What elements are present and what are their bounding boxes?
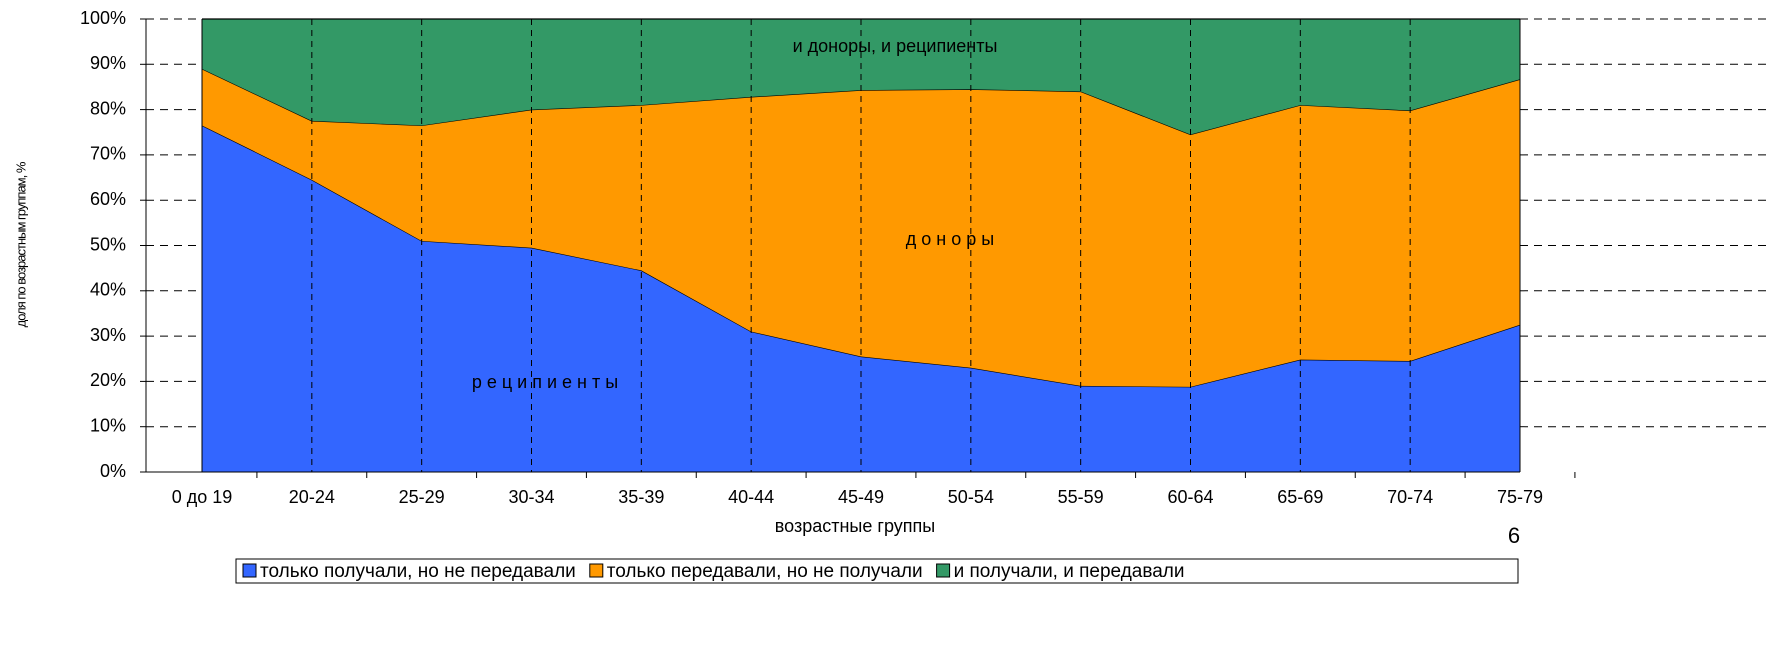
y-tick-label: 90%	[90, 53, 126, 73]
legend-label: только получали, но не передавали	[260, 561, 576, 582]
x-tick-label: 0 до 19	[172, 487, 233, 507]
x-tick-label: 70-74	[1387, 487, 1433, 507]
legend: только получали, но не передавали только …	[235, 558, 1519, 584]
y-tick-label: 50%	[90, 234, 126, 254]
x-tick-label: 40-44	[728, 487, 774, 507]
annotation: р е ц и п и е н т ы	[472, 372, 618, 392]
x-tick-label: 65-69	[1277, 487, 1323, 507]
legend-swatch	[242, 563, 257, 578]
x-axis-title: возрастные группы	[775, 516, 935, 536]
y-axis-title: доля по возрастным группам, %	[13, 161, 28, 327]
x-tick-label: 20-24	[289, 487, 335, 507]
x-tick-label: 60-64	[1167, 487, 1213, 507]
legend-box	[235, 558, 1519, 584]
x-tick-label: 55-59	[1058, 487, 1104, 507]
y-tick-label: 30%	[90, 325, 126, 345]
y-tick-label: 40%	[90, 280, 126, 300]
x-tick-label: 25-29	[399, 487, 445, 507]
x-tick-label: 35-39	[618, 487, 664, 507]
x-tick-label: 30-34	[508, 487, 554, 507]
y-tick-label: 100%	[80, 8, 126, 28]
page-number: 6	[1508, 523, 1520, 548]
y-tick-label: 0%	[100, 461, 126, 481]
x-tick-label: 50-54	[948, 487, 994, 507]
annotation: д о н о р ы	[906, 229, 994, 249]
x-tick-label: 75-79	[1497, 487, 1543, 507]
legend-swatch	[589, 563, 604, 578]
legend-label: только передавали, но не получали	[607, 561, 923, 582]
x-tick-label: 45-49	[838, 487, 884, 507]
annotation: и доноры, и реципиенты	[793, 36, 998, 56]
y-tick-label: 70%	[90, 144, 126, 164]
y-tick-label: 10%	[90, 415, 126, 435]
legend-label: и получали, и передавали	[954, 561, 1185, 582]
y-tick-label: 20%	[90, 370, 126, 390]
y-tick-label: 60%	[90, 189, 126, 209]
legend-swatch	[936, 563, 951, 578]
y-tick-label: 80%	[90, 98, 126, 118]
